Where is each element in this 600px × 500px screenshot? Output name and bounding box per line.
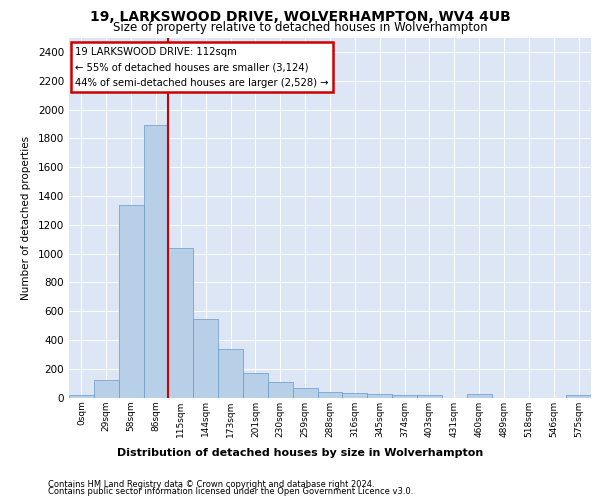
Bar	[268, 382, 293, 398]
Bar	[218, 350, 243, 398]
Text: Size of property relative to detached houses in Wolverhampton: Size of property relative to detached ho…	[113, 21, 487, 34]
Bar	[193, 319, 218, 398]
Text: 19, LARKSWOOD DRIVE, WOLVERHAMPTON, WV4 4UB: 19, LARKSWOOD DRIVE, WOLVERHAMPTON, WV4 …	[89, 10, 511, 24]
Bar	[243, 373, 268, 398]
Bar	[467, 394, 491, 398]
Text: Contains public sector information licensed under the Open Government Licence v3: Contains public sector information licen…	[48, 487, 413, 496]
Bar	[317, 392, 343, 398]
Text: Distribution of detached houses by size in Wolverhampton: Distribution of detached houses by size …	[117, 448, 483, 458]
Bar	[119, 204, 143, 398]
Bar	[566, 396, 591, 398]
Bar	[69, 396, 94, 398]
Text: Contains HM Land Registry data © Crown copyright and database right 2024.: Contains HM Land Registry data © Crown c…	[48, 480, 374, 489]
Bar	[94, 380, 119, 398]
Bar	[367, 394, 392, 398]
Y-axis label: Number of detached properties: Number of detached properties	[21, 136, 31, 300]
Bar	[392, 394, 417, 398]
Text: 19 LARKSWOOD DRIVE: 112sqm
← 55% of detached houses are smaller (3,124)
44% of s: 19 LARKSWOOD DRIVE: 112sqm ← 55% of deta…	[75, 46, 329, 88]
Bar	[417, 396, 442, 398]
Bar	[343, 393, 367, 398]
Bar	[143, 126, 169, 398]
Bar	[293, 388, 317, 398]
Bar	[169, 248, 193, 398]
